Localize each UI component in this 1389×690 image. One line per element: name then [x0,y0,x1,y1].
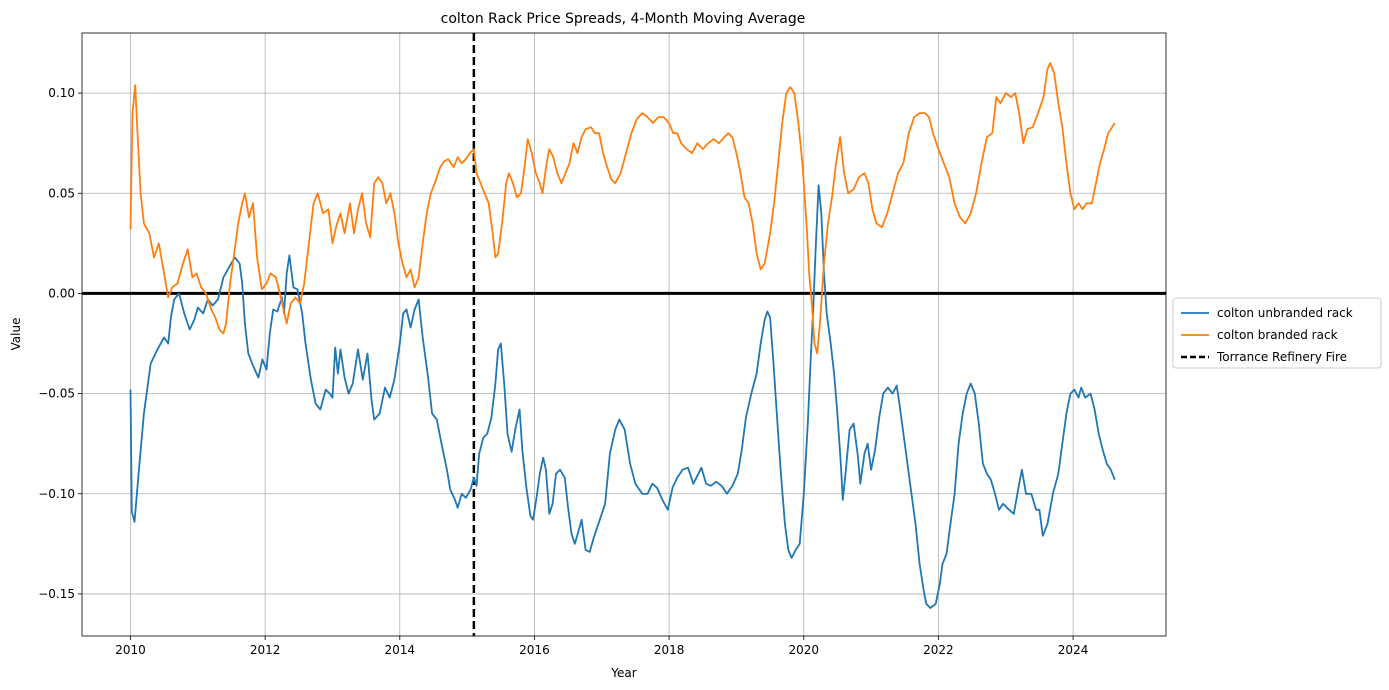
x-tick-label: 2014 [385,643,416,657]
legend-box [1172,297,1382,369]
x-tick-label: 2010 [115,643,146,657]
y-tick-label: −0.15 [38,587,75,601]
x-axis: 2010 2012 2014 2016 2018 2020 2022 2024 [115,636,1088,657]
series-line-0 [129,184,1116,609]
x-axis-title: Year [610,666,636,680]
reference-lines [82,33,1166,636]
x-tick-label: 2020 [788,643,819,657]
series-lines [129,62,1116,609]
x-tick-label: 2024 [1058,643,1089,657]
x-tick-label: 2012 [250,643,281,657]
x-tick-label: 2016 [519,643,550,657]
series-line-1 [129,62,1116,355]
legend-label-2: Torrance Refinery Fire [1216,350,1347,364]
y-tick-label: 0.05 [48,186,75,200]
x-tick-label: 2022 [923,643,954,657]
chart-title: colton Rack Price Spreads, 4-Month Movin… [441,11,806,27]
y-axis: −0.15 −0.10 −0.05 0.00 0.05 0.10 [38,86,82,601]
y-tick-label: 0.10 [48,86,75,100]
x-tick-label: 2018 [654,643,685,657]
y-tick-label: 0.00 [48,286,75,300]
plot-frame [81,32,1167,637]
legend-label-1: colton branded rack [1217,328,1338,342]
grid [82,33,1166,636]
legend: colton unbranded rack colton branded rack… [1172,297,1382,369]
y-axis-title: Value [9,318,23,351]
y-tick-label: −0.10 [38,487,75,501]
legend-label-0: colton unbranded rack [1217,306,1353,320]
y-tick-label: −0.05 [38,387,75,401]
